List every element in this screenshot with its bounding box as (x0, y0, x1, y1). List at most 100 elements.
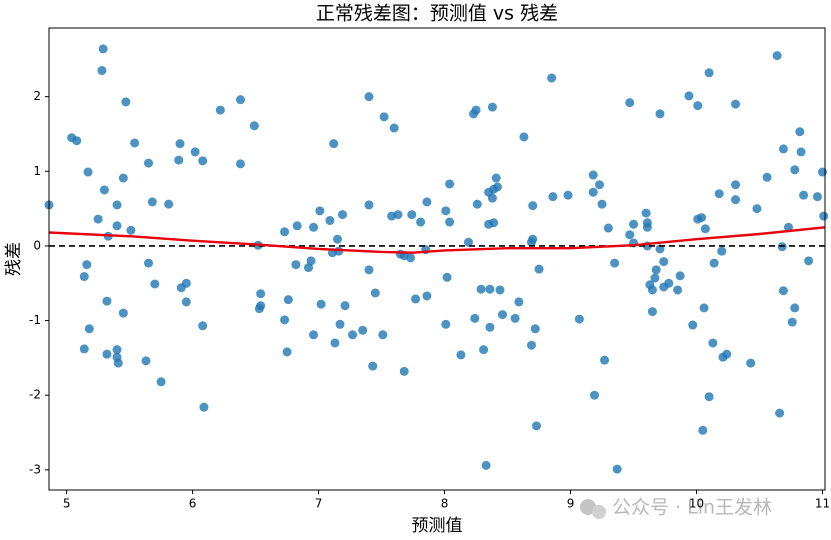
point (292, 221, 302, 231)
point (147, 197, 157, 207)
point (102, 296, 112, 306)
point (84, 324, 94, 334)
point (804, 256, 814, 266)
point (684, 91, 694, 101)
point (772, 51, 782, 61)
point (441, 319, 451, 329)
point (589, 390, 599, 400)
point (309, 330, 319, 340)
point (463, 237, 473, 247)
point (597, 199, 607, 209)
point (256, 289, 266, 299)
point (118, 308, 128, 318)
point (97, 66, 107, 76)
point (164, 199, 174, 209)
point (526, 340, 536, 350)
point (698, 425, 708, 435)
point (699, 303, 709, 313)
point (283, 295, 293, 305)
point (198, 156, 208, 166)
point (112, 345, 122, 355)
point (731, 195, 741, 205)
point (700, 224, 710, 234)
point (144, 158, 154, 168)
point (364, 200, 374, 210)
point (664, 278, 674, 288)
x-tick-label: 7 (315, 497, 323, 511)
point (752, 204, 762, 214)
point (612, 464, 622, 474)
point (393, 210, 403, 220)
point (647, 307, 657, 317)
chart-title: 正常残差图：预测值 vs 残差 (316, 3, 558, 25)
point (642, 222, 652, 232)
point (442, 272, 452, 282)
point (498, 310, 508, 320)
point (79, 344, 89, 354)
point (481, 460, 491, 470)
point (731, 180, 741, 190)
point (235, 95, 245, 105)
point (422, 197, 432, 207)
point (325, 216, 335, 226)
point (389, 123, 399, 133)
point (563, 190, 573, 200)
point (156, 377, 166, 387)
point (717, 246, 727, 256)
point (364, 92, 374, 102)
point (98, 44, 108, 54)
point (588, 170, 598, 180)
point (280, 315, 290, 325)
point (358, 325, 368, 335)
point (714, 189, 724, 199)
x-tick-label: 6 (189, 497, 197, 511)
point (492, 182, 502, 192)
point (368, 361, 378, 371)
point (762, 172, 772, 182)
point (625, 98, 635, 108)
point (799, 190, 809, 200)
point (625, 230, 635, 240)
point (514, 297, 524, 307)
point (704, 392, 714, 402)
point (487, 193, 497, 203)
point (118, 173, 128, 183)
point (783, 222, 793, 232)
point (235, 159, 245, 169)
point (693, 101, 703, 111)
point (329, 139, 339, 149)
point (485, 322, 495, 332)
point (291, 260, 301, 270)
point (99, 185, 109, 195)
y-tick-label: -2 (29, 388, 41, 402)
point (491, 173, 501, 183)
y-axis-label: 残差 (4, 242, 24, 276)
point (370, 288, 380, 298)
y-tick-label: -3 (29, 462, 41, 476)
point (588, 187, 598, 197)
point (790, 165, 800, 175)
point (731, 99, 741, 109)
y-tick-label: 0 (33, 238, 41, 252)
point (306, 256, 316, 266)
point (249, 121, 259, 131)
point (422, 291, 432, 301)
point (378, 330, 388, 340)
point (121, 97, 131, 107)
point (411, 294, 421, 304)
point (790, 303, 800, 313)
watermark: 公众号 · Lin王发林 (612, 497, 772, 519)
point (673, 285, 683, 295)
point (528, 234, 538, 244)
point (489, 218, 499, 228)
point (72, 136, 82, 146)
x-tick-label: 10 (689, 497, 704, 511)
point (144, 258, 154, 268)
point (530, 324, 540, 334)
point (487, 102, 497, 112)
x-tick-label: 5 (63, 497, 71, 511)
point (141, 356, 151, 366)
point (532, 421, 542, 431)
point (445, 179, 455, 189)
y-tick-label: 1 (33, 164, 41, 178)
